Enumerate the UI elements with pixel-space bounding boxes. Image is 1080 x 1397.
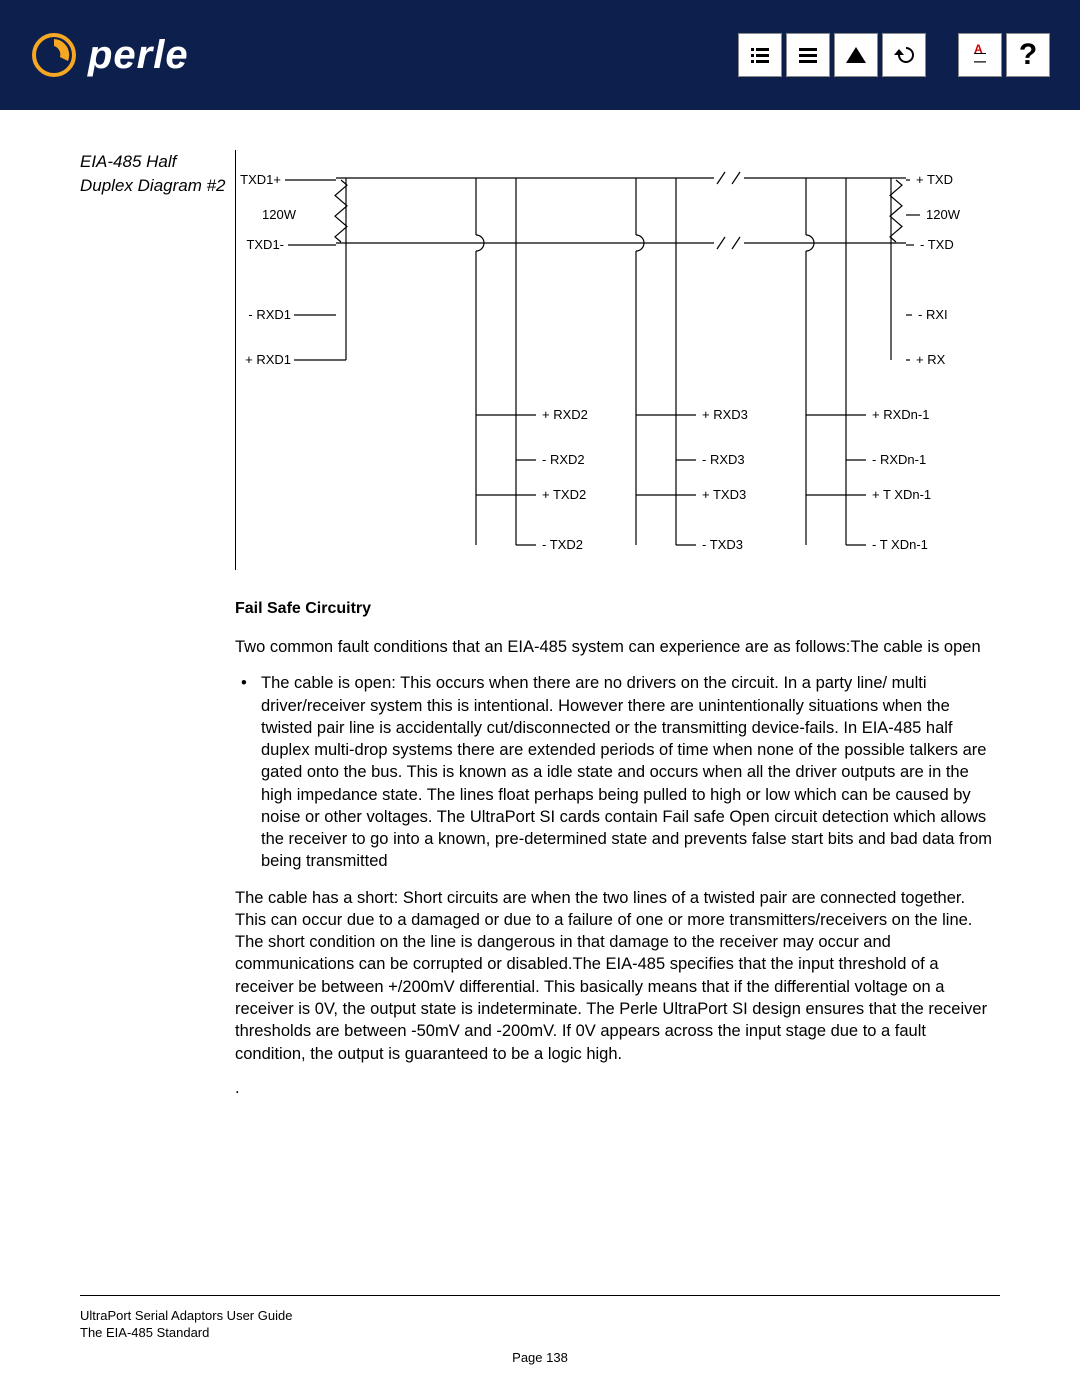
svg-text:+ TXD: + TXD xyxy=(916,172,953,187)
svg-text:- TXD: - TXD xyxy=(920,237,954,252)
up-arrow-icon[interactable] xyxy=(834,33,878,77)
svg-text:- TXD2: - TXD2 xyxy=(542,537,583,552)
bullet-text: The cable is open: This occurs when ther… xyxy=(261,672,995,872)
svg-text:+ TXD2: + TXD2 xyxy=(542,487,586,502)
list-icon[interactable] xyxy=(738,33,782,77)
svg-text:+ TXD3: + TXD3 xyxy=(702,487,746,502)
diagram-title-l1: EIA-485 Half xyxy=(80,152,176,171)
svg-text:+ RXDn-1: + RXDn-1 xyxy=(872,407,929,422)
header-toolbar: A— ? xyxy=(738,33,1050,77)
diagram-title-l2: Duplex Diagram #2 xyxy=(80,176,226,195)
page-number: Page 138 xyxy=(80,1350,1000,1365)
footer-line-1: UltraPort Serial Adaptors User Guide xyxy=(80,1308,1000,1323)
page-header: perle A— ? xyxy=(0,0,1080,110)
section-heading: Fail Safe Circuitry xyxy=(235,600,1000,618)
svg-text:+ RXD3: + RXD3 xyxy=(702,407,748,422)
bullet-marker: • xyxy=(235,672,247,872)
az-icon[interactable]: A— xyxy=(958,33,1002,77)
para-intro: Two common fault conditions that an EIA-… xyxy=(235,636,995,658)
perle-logo-icon xyxy=(30,31,78,79)
svg-text:- T XDn-1: - T XDn-1 xyxy=(872,537,928,552)
svg-text:+ RXD2: + RXD2 xyxy=(542,407,588,422)
diagram-title: EIA-485 Half Duplex Diagram #2 xyxy=(80,150,230,198)
svg-text:TXD1-: TXD1- xyxy=(246,237,284,252)
svg-text:- RXI: - RXI xyxy=(918,307,948,322)
page-footer: UltraPort Serial Adaptors User Guide The… xyxy=(80,1295,1000,1365)
para-short: The cable has a short: Short circuits ar… xyxy=(235,887,995,1065)
brand-logo: perle xyxy=(30,31,189,79)
svg-text:+ T XDn-1: + T XDn-1 xyxy=(872,487,931,502)
page-content: EIA-485 Half Duplex Diagram #2 TXD1+ 120W… xyxy=(0,110,1080,1118)
bullet-item: • The cable is open: This occurs when th… xyxy=(235,672,995,872)
svg-text:- TXD3: - TXD3 xyxy=(702,537,743,552)
svg-text:- RXDn-1: - RXDn-1 xyxy=(872,452,926,467)
footer-line-2: The EIA-485 Standard xyxy=(80,1325,1000,1340)
svg-text:+ RX: + RX xyxy=(916,352,946,367)
brand-name: perle xyxy=(88,33,189,78)
svg-text:120W: 120W xyxy=(926,207,961,222)
svg-text:- RXD1: - RXD1 xyxy=(248,307,291,322)
circuit-diagram: TXD1+ 120W TXD1- - RXD1 + RXD1 + TXD 120W - TXD… xyxy=(235,150,975,570)
svg-text:- RXD3: - RXD3 xyxy=(702,452,745,467)
lines-icon[interactable] xyxy=(786,33,830,77)
svg-text:120W: 120W xyxy=(262,207,297,222)
help-icon[interactable]: ? xyxy=(1006,33,1050,77)
svg-text:+ RXD1: + RXD1 xyxy=(245,352,291,367)
back-arrow-icon[interactable] xyxy=(882,33,926,77)
trailing-period: . xyxy=(235,1079,1000,1098)
svg-text:- RXD2: - RXD2 xyxy=(542,452,585,467)
svg-text:TXD1+: TXD1+ xyxy=(240,172,281,187)
